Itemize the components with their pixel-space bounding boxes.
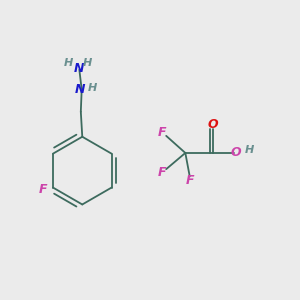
Text: H: H [244, 145, 254, 155]
Text: H: H [83, 58, 92, 68]
Text: O: O [230, 146, 241, 159]
Text: F: F [158, 126, 166, 140]
Text: O: O [208, 118, 219, 131]
Text: H: H [88, 83, 98, 93]
Text: F: F [158, 166, 166, 179]
Text: H: H [64, 58, 73, 68]
Text: N: N [75, 83, 86, 96]
Text: F: F [39, 183, 47, 196]
Text: F: F [185, 174, 194, 187]
Text: N: N [74, 62, 84, 75]
